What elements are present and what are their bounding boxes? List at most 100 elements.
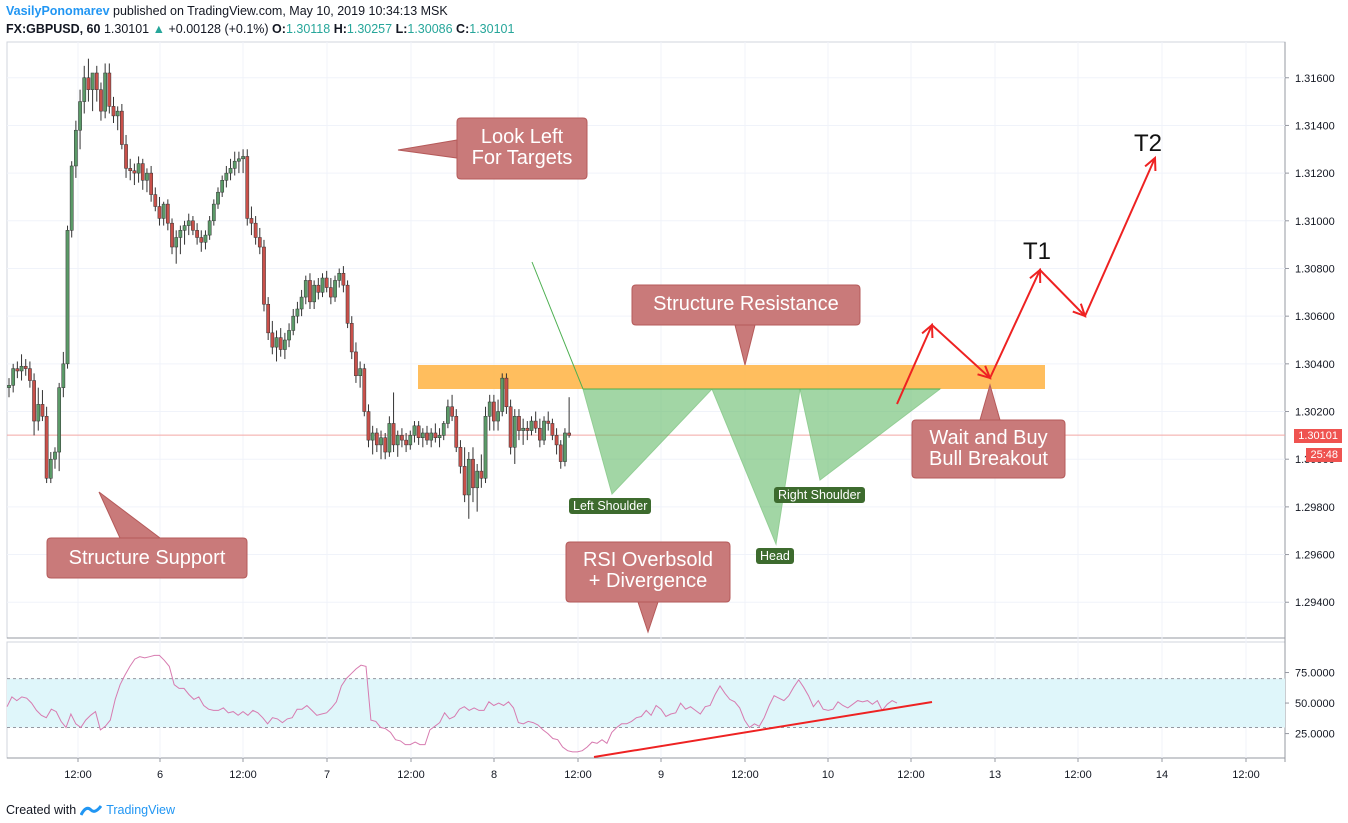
structure-resistance-box-pointer [734,324,756,366]
candle-body [15,368,20,372]
candle-body [542,420,546,441]
candle-body [178,230,183,238]
left-shoulder-shape [582,388,714,495]
last-price: 1.30101 [103,22,150,36]
candle-body [74,129,78,167]
structure-support-callout[interactable]: Structure Support [68,547,226,569]
candles-group [7,58,571,519]
tradingview-logo-icon [80,805,103,816]
candle-body [57,387,62,453]
candle-body [48,458,53,479]
candle-body [550,423,555,436]
candle-body [450,406,454,417]
footer: Created with TradingView [6,803,175,817]
price-tick-label: 1.31400 [1295,120,1335,132]
candle-body [538,427,542,441]
candle-body [128,168,133,171]
publisher-line: VasilyPonomarev published on TradingView… [6,4,448,18]
time-tick-label: 12:00 [564,769,592,781]
candle-body [232,160,237,169]
look-left-callout[interactable]: Look Left For Targets [471,126,573,169]
candle-body [492,401,496,422]
time-tick-label: 12:00 [731,769,759,781]
price-tick-label: 1.30800 [1295,263,1335,275]
low-label: L: [395,22,408,36]
rsi-tick-label: 75.0000 [1295,668,1335,680]
price-tick-label: 1.31600 [1295,73,1335,85]
rsi-tick-label: 25.0000 [1295,729,1335,741]
candle-body [32,380,36,422]
candle-body [345,284,350,324]
rsi-line [6,654,898,753]
candle-body [479,470,484,479]
right-shoulder-label[interactable]: Right Shoulder [774,487,865,503]
symbol-line: FX:GBPUSD, 60 1.30101 ▲ +0.00128 (+0.1%)… [6,22,514,36]
candle-body [391,423,396,446]
wait-buy-callout[interactable]: Wait and Buy Bull Breakout [929,427,1048,470]
time-tick-label: 12:00 [229,769,257,781]
candle-body [211,203,216,222]
candle-body [86,77,91,90]
candle-body [517,416,521,431]
candle-body [61,363,66,388]
candle-body [44,416,49,479]
candle-body [228,168,233,174]
candle-body [554,435,559,446]
candle-body [475,470,480,489]
candle-body [266,303,271,334]
candle-body [333,280,337,298]
candle-body [262,246,266,305]
candle-body [157,206,162,219]
price-tick-label: 1.31200 [1295,168,1335,180]
symbol-name[interactable]: FX:GBPUSD, 60 [6,22,101,36]
rsi-divergence-line [593,701,933,758]
high-value: 1.30257 [346,22,393,36]
head-label[interactable]: Head [756,548,794,564]
candle-body [40,404,45,417]
candle-body [446,406,450,424]
candle-body [99,89,103,112]
candle-body [358,368,362,377]
structure-resistance-callout[interactable]: Structure Resistance [653,293,839,315]
candle-body [567,432,571,436]
candle-body [525,427,530,431]
candle-body [107,72,112,107]
projection-arrowhead [1072,303,1087,318]
time-tick-label: 7 [324,769,330,781]
low-value: 1.30086 [407,22,453,36]
candle-body [308,280,312,303]
candle-body [90,72,95,90]
author-name[interactable]: VasilyPonomarev [6,4,110,18]
price-tick-label: 1.30600 [1295,311,1335,323]
candle-body [249,218,254,224]
candle-body [291,315,296,331]
projection-arrowhead [977,365,992,380]
price-tick-label: 1.30200 [1295,407,1335,419]
left-shoulder-label[interactable]: Left Shoulder [569,498,652,514]
candle-body [471,458,475,489]
candle-body [366,411,371,441]
rsi-note-callout[interactable]: RSI Overbsold + Divergence [582,549,714,592]
rsi-note-box-pointer [637,601,659,634]
look-left-box-pointer [397,139,458,159]
candle-body [111,106,116,117]
look-left-box [456,117,588,180]
candle-body [132,170,137,174]
candle-body [337,272,342,281]
candle-body [395,435,400,446]
candle-body [512,416,517,448]
up-arrow-icon: ▲ [152,22,165,36]
structure-resistance-box [631,284,861,326]
tradingview-brand-link[interactable]: TradingView [106,803,175,817]
candle-body [404,439,408,446]
time-tick-label: 12:00 [1064,769,1092,781]
candle-body [274,337,279,348]
countdown-tag: 25:48 [1306,448,1342,462]
candle-body [312,284,316,303]
candle-body [500,377,505,412]
close-label: C: [456,22,470,36]
candle-body [270,332,275,348]
created-with-text: Created with [6,803,77,817]
pattern-entry-line [531,261,584,390]
